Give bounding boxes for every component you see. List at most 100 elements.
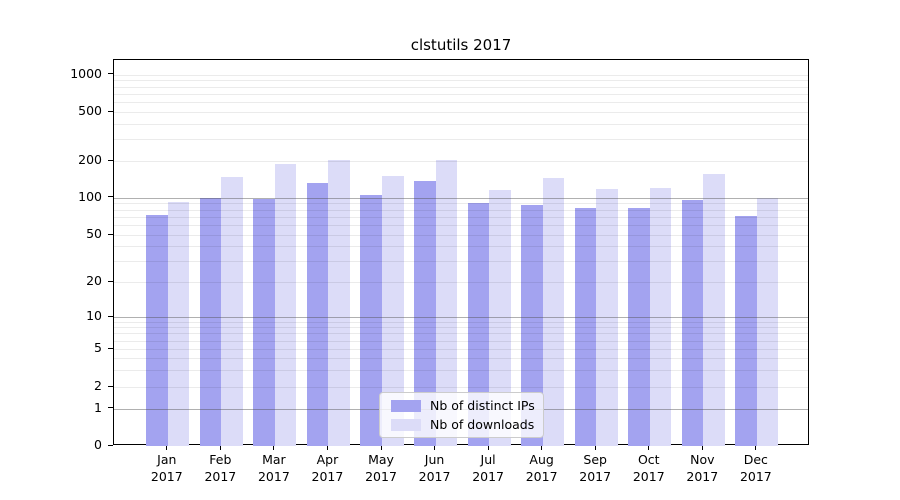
gridline [114,86,808,88]
gridline [114,225,808,227]
legend-entry-distinct-ips: Nb of distinct IPs [391,398,543,413]
gridline [114,216,808,218]
bar-distinct-ips [146,215,168,446]
bar-distinct-ips [306,182,329,446]
y-tick-mark [108,280,113,282]
legend-label-downloads: Nb of downloads [430,417,535,432]
gridline [114,261,808,263]
bar-distinct-ips [628,208,650,446]
legend-entry-downloads: Nb of downloads [391,417,543,432]
gridline [114,235,808,236]
y-tick-mark [108,233,113,235]
gridline [114,209,808,211]
bar-distinct-ips [467,202,490,446]
bar-downloads [756,197,779,446]
bar-distinct-ips [360,195,382,446]
x-tick-mark [701,445,703,450]
gridline [114,387,808,388]
gridline [114,321,808,323]
legend-label-distinct-ips: Nb of distinct IPs [430,398,535,413]
y-tick-mark [108,444,113,446]
y-tick-mark [108,159,113,161]
bar-distinct-ips [253,199,275,446]
x-tick-label: Nov 2017 [686,452,719,484]
gridline [114,358,808,360]
x-tick-mark [326,445,328,450]
x-tick-label: Jun 2017 [418,452,451,484]
bar-distinct-ips [574,207,597,446]
x-tick-mark [541,445,543,450]
x-tick-label: Feb 2017 [204,452,237,484]
x-tick-mark [380,445,382,450]
bar-downloads [167,201,190,446]
bar-distinct-ips [413,181,436,446]
y-tick-label: 2 [94,378,102,393]
gridline [114,333,808,335]
y-tick-label: 10 [86,308,102,323]
x-tick-label: Oct 2017 [632,452,665,484]
y-tick-label: 200 [78,152,102,167]
gridline [114,203,808,205]
x-tick-mark [219,445,221,450]
y-tick-label: 20 [86,273,102,288]
x-tick-label: Mar 2017 [257,452,290,484]
gridline [114,327,808,329]
x-tick-mark [755,445,757,450]
chart-title: clstutils 2017 [410,36,512,54]
gridline [114,197,808,199]
y-tick-label: 5 [94,340,102,355]
y-tick-label: 0 [94,437,102,452]
bar-downloads [435,160,458,446]
x-tick-mark [648,445,650,450]
x-tick-label: Jan 2017 [150,452,183,484]
bar-downloads [489,189,511,446]
bar-downloads [382,176,404,446]
x-tick-label: Dec 2017 [739,452,772,484]
gridline [114,161,808,162]
gridlines-layer [114,60,808,444]
gridline [114,139,808,141]
x-tick-label: Sep 2017 [579,452,612,484]
gridline [114,112,808,113]
bar-distinct-ips [521,205,543,446]
gridline [114,370,808,372]
x-tick-mark [273,445,275,450]
bar-distinct-ips [735,216,757,446]
gridline [114,123,808,125]
x-tick-mark [594,445,596,450]
gridline [114,282,808,283]
bar-downloads [649,188,672,446]
x-tick-label: Jul 2017 [472,452,504,484]
y-tick-mark [108,110,113,112]
bar-distinct-ips [681,200,704,446]
legend-swatch-downloads [391,418,421,431]
bar-downloads [274,164,297,446]
y-tick-label: 1 [94,399,102,415]
bar-downloads [542,178,565,446]
gridline [114,80,808,82]
x-tick-label: Aug 2017 [525,452,558,484]
legend-swatch-distinct-ips [391,399,421,412]
y-tick-mark [108,196,113,198]
y-tick-mark [108,73,113,74]
gridline [114,317,808,318]
legend: Nb of distinct IPs Nb of downloads [379,392,544,438]
y-tick-label: 50 [86,226,102,241]
plot-area [113,59,809,446]
gridline [114,102,808,104]
y-tick-mark [108,315,113,317]
gridline [114,74,808,76]
x-tick-label: Apr 2017 [311,452,344,484]
gridline [114,246,808,248]
bar-distinct-ips [199,198,222,446]
bar-downloads [596,189,618,446]
x-tick-label: May 2017 [365,452,397,484]
y-tick-mark [108,407,113,408]
gridline [114,93,808,95]
bar-downloads [221,176,243,446]
gridline [114,349,808,350]
y-tick-label: 100 [78,188,102,204]
x-tick-mark [434,445,436,450]
y-tick-mark [108,385,113,387]
